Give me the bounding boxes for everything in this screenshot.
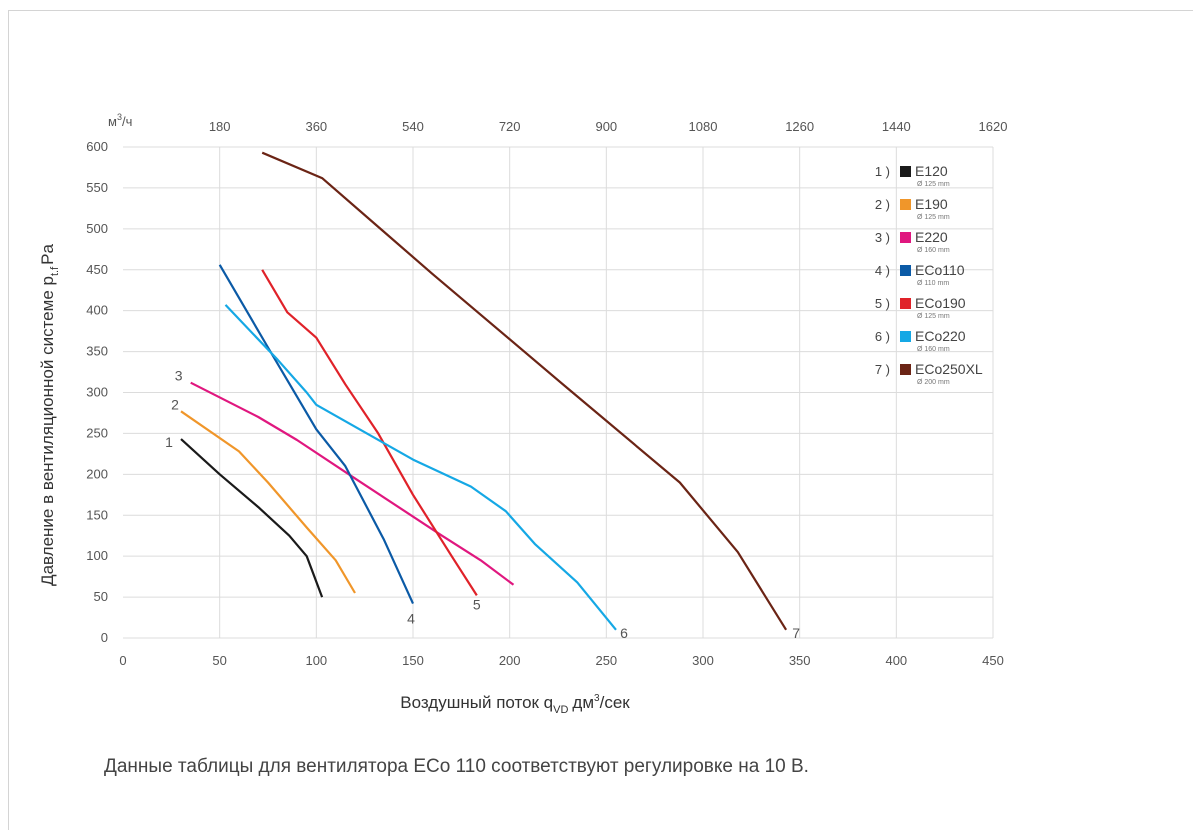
y-axis-title: Давление в вентиляционной системе pt.fPa	[38, 244, 61, 586]
series-layer: 1 2 3 4 5 6 7	[165, 151, 800, 641]
top-tick-label: 1620	[979, 119, 1008, 134]
x-tick-label: 50	[212, 653, 226, 668]
legend-swatch	[900, 199, 911, 210]
series-line-E190	[180, 410, 356, 594]
y-tick-label: 300	[86, 385, 108, 400]
y-tick-label: 150	[86, 507, 108, 522]
series-line-E120	[180, 438, 324, 598]
legend-number: 6 )	[875, 329, 890, 344]
legend-series-name: E220	[915, 229, 948, 245]
legend: 1 ) E120 Ø 125 mm 2 ) E190 Ø 125 mm 3 ) E220 Ø 1…	[875, 163, 983, 386]
top-tick-label: 540	[402, 119, 424, 134]
legend-series-name: ECo110	[915, 262, 965, 278]
curve-label: 5	[473, 596, 481, 612]
y-tick-label: 50	[94, 589, 108, 604]
legend-swatch	[900, 331, 911, 342]
x-tick-label: 100	[305, 653, 327, 668]
y-tick-label: 350	[86, 344, 108, 359]
legend-series-diameter: Ø 160 mm	[917, 247, 950, 254]
x-tick-label: 350	[789, 653, 811, 668]
top-tick-label: 900	[595, 119, 617, 134]
legend-number: 2 )	[875, 197, 890, 212]
curve-label: 7	[792, 625, 800, 641]
legend-number: 5 )	[875, 296, 890, 311]
legend-swatch	[900, 166, 911, 177]
legend-series-diameter: Ø 125 mm	[917, 181, 950, 188]
y-tick-label: 400	[86, 303, 108, 318]
top-tick-label: 720	[499, 119, 521, 134]
y-tick-label: 0	[101, 630, 108, 645]
grid-layer	[123, 146, 994, 639]
footnote: Данные таблицы для вентилятора ECo 110 с…	[104, 756, 809, 777]
x-tick-label: 200	[499, 653, 521, 668]
curve-label: 2	[171, 396, 179, 412]
legend-number: 3 )	[875, 230, 890, 245]
top-tick-label: 1080	[689, 119, 718, 134]
x-tick-label: 400	[885, 653, 907, 668]
legend-number: 7 )	[875, 362, 890, 377]
legend-series-diameter: Ø 125 mm	[917, 313, 950, 320]
legend-swatch	[900, 364, 911, 375]
legend-series-name: E120	[915, 163, 948, 179]
legend-series-diameter: Ø 110 mm	[917, 280, 949, 287]
legend-series-name: E190	[915, 196, 948, 212]
x-tick-label: 150	[402, 653, 424, 668]
x-tick-label: 300	[692, 653, 714, 668]
legend-number: 1 )	[875, 164, 890, 179]
curve-label: 6	[620, 625, 628, 641]
legend-series-diameter: Ø 200 mm	[917, 379, 950, 386]
x-axis-title: Воздушный поток qVD дм3/сек	[400, 693, 630, 716]
legend-swatch	[900, 232, 911, 243]
legend-series-diameter: Ø 125 mm	[917, 214, 950, 221]
legend-series-diameter: Ø 160 mm	[917, 346, 950, 353]
y-tick-label: 500	[86, 221, 108, 236]
y-tick-label: 250	[86, 425, 108, 440]
series-line-ECo190	[261, 269, 478, 596]
top-axis-unit: м3/ч	[108, 112, 132, 129]
series-line-ECo220	[224, 304, 617, 631]
x-tick-label: 250	[595, 653, 617, 668]
legend-series-name: ECo220	[915, 328, 966, 344]
y-tick-label: 600	[86, 139, 108, 154]
y-tick-label: 100	[86, 548, 108, 563]
legend-swatch	[900, 298, 911, 309]
curve-label: 3	[175, 368, 183, 384]
top-tick-label: 360	[305, 119, 327, 134]
legend-series-name: ECo190	[915, 295, 966, 311]
top-tick-label: 1260	[785, 119, 814, 134]
axis-layer: Давление в вентиляционной системе pt.fPa…	[38, 112, 1007, 716]
x-tick-label: 0	[119, 653, 126, 668]
series-line-E220	[190, 381, 515, 586]
top-tick-label: 1440	[882, 119, 911, 134]
legend-swatch	[900, 265, 911, 276]
x-tick-label: 450	[982, 653, 1004, 668]
y-tick-label: 550	[86, 180, 108, 195]
y-tick-label: 450	[86, 262, 108, 277]
legend-series-name: ECo250XL	[915, 361, 983, 377]
curve-label: 1	[165, 434, 173, 450]
top-tick-label: 180	[209, 119, 231, 134]
series-line-ECo110	[218, 264, 415, 605]
legend-number: 4 )	[875, 263, 890, 278]
y-tick-label: 200	[86, 466, 108, 481]
series-line-ECo250XL	[261, 151, 788, 631]
curve-label: 4	[407, 611, 415, 627]
